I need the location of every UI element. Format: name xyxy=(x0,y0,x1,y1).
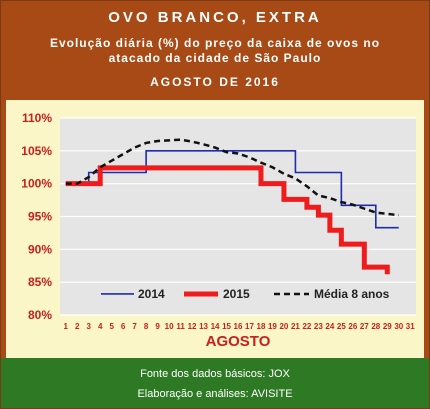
chart-period: AGOSTO DE 2016 xyxy=(150,75,280,89)
x-tick-label: 12 xyxy=(188,322,197,331)
x-tick-label: 8 xyxy=(144,322,149,331)
x-tick-label: 23 xyxy=(314,322,323,331)
x-tick-label: 9 xyxy=(155,322,160,331)
x-tick-label: 31 xyxy=(406,322,415,331)
x-tick-label: 6 xyxy=(121,322,126,331)
legend-label: Média 8 anos xyxy=(314,287,390,301)
data-source: Fonte dos dados básicos: JOX xyxy=(140,368,290,380)
x-tick-label: 17 xyxy=(245,322,254,331)
y-tick-label: 90% xyxy=(28,242,52,256)
x-tick-label: 5 xyxy=(109,322,114,331)
x-tick-label: 30 xyxy=(394,322,403,331)
analysis-credits: Elaboração e análises: AVISITE xyxy=(137,388,293,400)
legend-label: 2014 xyxy=(138,287,165,301)
x-tick-label: 29 xyxy=(383,322,392,331)
x-tick-label: 13 xyxy=(199,322,208,331)
series-line-m-dia-8-anos xyxy=(65,138,399,217)
x-tick-label: 20 xyxy=(279,322,288,331)
x-tick-label: 7 xyxy=(132,322,137,331)
x-tick-label: 14 xyxy=(211,322,220,331)
x-tick-label: 19 xyxy=(268,322,277,331)
x-tick-label: 10 xyxy=(165,322,174,331)
chart-footer: Fonte dos dados básicos: JOX Elaboração … xyxy=(1,358,429,408)
chart-subtitle: Evolução diária (%) do preço da caixa de… xyxy=(49,36,381,65)
line-chart: 80%85%90%95%100%105%110%1 2 3 4 5 6 7 8 9 10 11 12 1… xyxy=(21,111,416,350)
x-tick-label: 28 xyxy=(371,322,380,331)
x-tick-label: 22 xyxy=(302,322,311,331)
x-tick-label: 26 xyxy=(348,322,357,331)
legend-label: 2015 xyxy=(223,287,250,301)
x-tick-label: 21 xyxy=(291,322,300,331)
x-tick-label: 16 xyxy=(234,322,243,331)
y-tick-label: 105% xyxy=(21,144,52,158)
x-tick-label: 11 xyxy=(176,322,185,331)
x-tick-label: 4 xyxy=(98,322,103,331)
y-tick-label: 85% xyxy=(28,275,52,289)
y-tick-label: 95% xyxy=(28,210,52,224)
x-tick-label: 25 xyxy=(337,322,346,331)
chart-title: OVO BRANCO, EXTRA xyxy=(108,9,322,26)
y-tick-label: 110% xyxy=(22,111,52,125)
x-tick-label: 24 xyxy=(325,322,334,331)
series-line-2014 xyxy=(65,150,399,229)
x-tick-label: 18 xyxy=(257,322,266,331)
x-tick-label: 27 xyxy=(360,322,369,331)
y-tick-label: 100% xyxy=(21,177,52,191)
chart-panel: 80% 85% 90% 95% 100% 105% 110% 1 2 3 4 5 6 7 8 9 10 11 12 1… xyxy=(6,100,424,358)
y-tick-label: 80% xyxy=(28,308,52,322)
series-line-2015 xyxy=(65,165,390,275)
x-tick-label: 2 xyxy=(75,322,80,331)
x-tick-label: 1 xyxy=(64,322,69,331)
x-tick-label: 15 xyxy=(222,322,231,331)
x-axis-label: AGOSTO xyxy=(206,333,271,350)
x-tick-label: 3 xyxy=(86,322,91,331)
chart-header: OVO BRANCO, EXTRA Evolução diária (%) do… xyxy=(1,1,429,100)
